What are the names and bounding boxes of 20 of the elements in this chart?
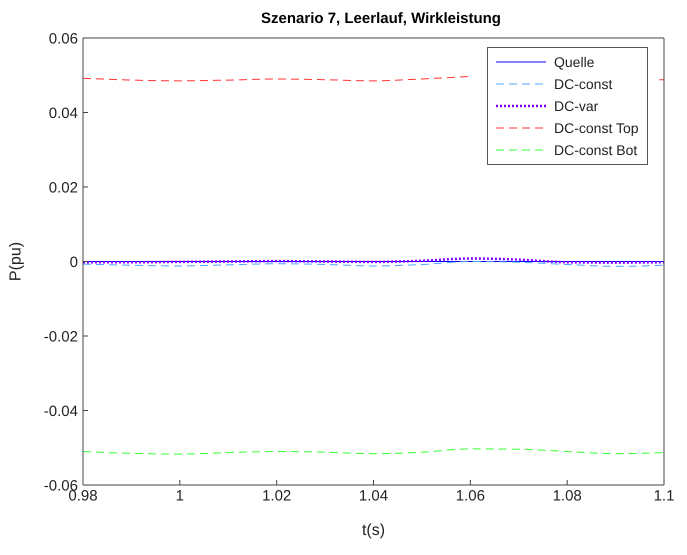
- x-tick-label: 1.06: [456, 488, 485, 505]
- y-tick-label: 0.04: [48, 104, 78, 122]
- legend-label: DC-const Bot: [554, 141, 638, 160]
- y-tick-label: -0.04: [44, 402, 78, 420]
- y-tick-label: 0: [70, 254, 78, 271]
- y-tick-label: -0.02: [44, 328, 78, 346]
- x-tick-label: 1.1: [654, 488, 674, 505]
- x-tick-label: 1: [176, 488, 184, 505]
- chart-title: Szenario 7, Leerlauf, Wirkleistung: [260, 10, 502, 27]
- y-axis-title: P(pu): [8, 242, 25, 282]
- x-tick-label: 1.08: [552, 488, 582, 505]
- legend-label: DC-const Top: [554, 119, 639, 138]
- y-tick-label: 0.06: [48, 30, 78, 48]
- x-axis-title: t(s): [362, 522, 386, 539]
- x-tick-label: 1.02: [262, 488, 292, 505]
- legend-label: DC-const: [554, 75, 612, 94]
- legend-label: Quelle: [554, 53, 594, 72]
- y-tick-label: 0.02: [48, 179, 78, 196]
- legend-label: DC-var: [554, 97, 598, 116]
- x-tick-label: 1.04: [358, 488, 388, 505]
